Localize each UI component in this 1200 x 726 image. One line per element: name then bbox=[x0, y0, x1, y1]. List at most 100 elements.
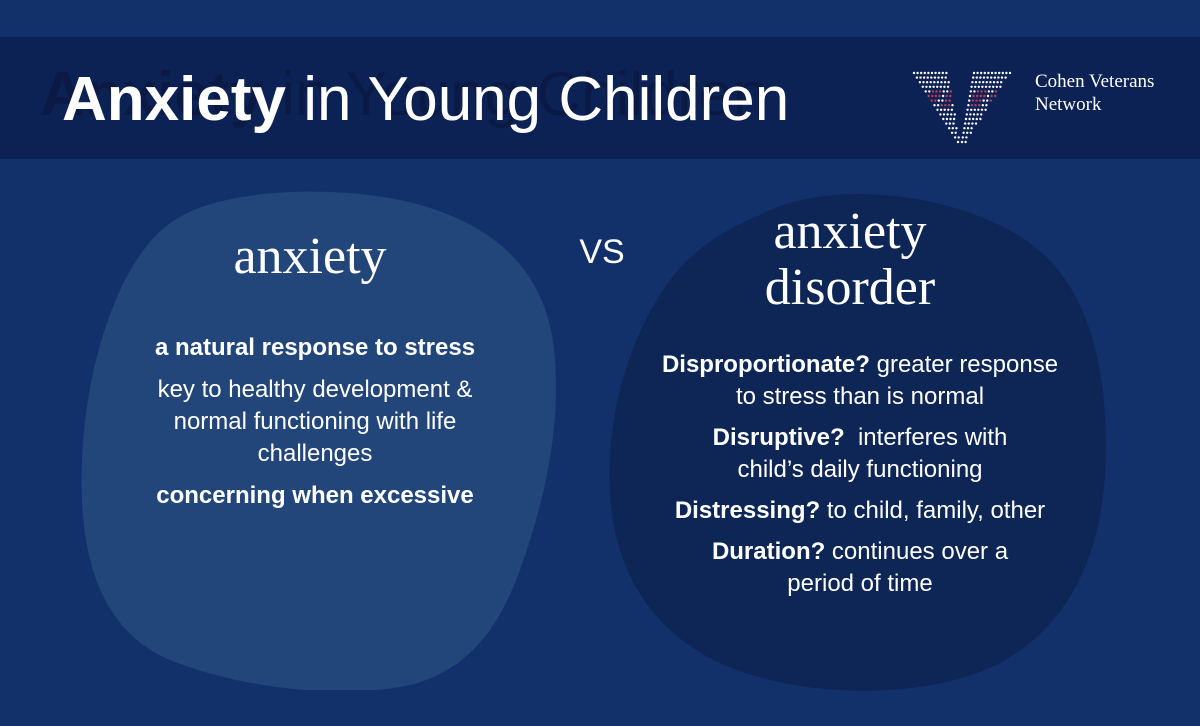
logo-dot bbox=[956, 140, 960, 144]
title-regular-part: in Young Children bbox=[285, 65, 790, 134]
logo-dot bbox=[943, 85, 946, 88]
logo-dot bbox=[999, 85, 1002, 88]
logo-dot bbox=[984, 108, 987, 111]
anxiety-disorder-heading-line-1: anxiety bbox=[773, 203, 927, 260]
logo-dot bbox=[915, 76, 919, 79]
disorder-item-text: continues over a period of time bbox=[787, 538, 1009, 597]
logo-dot bbox=[933, 76, 937, 79]
disorder-item: Disruptive? interferes with child’s dail… bbox=[620, 422, 1100, 486]
logo-dot bbox=[990, 76, 993, 79]
logo-dot bbox=[946, 113, 949, 116]
disorder-item-label: Disruptive? bbox=[712, 424, 845, 451]
logo-dot bbox=[955, 127, 958, 130]
anxiety-item: key to healthy development & normal func… bbox=[157, 376, 473, 467]
logo-dot bbox=[952, 122, 955, 125]
logo-dot bbox=[925, 81, 929, 84]
logo-dot bbox=[938, 90, 942, 93]
logo-dot bbox=[972, 71, 976, 75]
vs-label: VS bbox=[579, 233, 625, 271]
logo-dot bbox=[923, 71, 926, 75]
anxiety-disorder-heading-line-2: disorder bbox=[764, 259, 936, 316]
logo-dot bbox=[948, 127, 951, 130]
logo-dot bbox=[951, 104, 954, 107]
v-dots-logo-icon bbox=[912, 71, 1012, 144]
anxiety-disorder-blob bbox=[609, 193, 1106, 691]
logo-dot bbox=[927, 71, 930, 75]
logo-dot bbox=[951, 127, 954, 130]
logo-dot bbox=[975, 76, 978, 79]
logo-dot bbox=[941, 94, 945, 98]
logo-dot bbox=[996, 81, 999, 84]
logo-dot bbox=[978, 99, 982, 102]
logo-dot bbox=[945, 71, 948, 75]
logo-dot bbox=[986, 76, 989, 79]
logo-dot bbox=[916, 71, 919, 75]
logo-dot bbox=[964, 117, 968, 121]
logo-dot bbox=[982, 99, 985, 102]
logo-dot bbox=[922, 76, 926, 79]
logo-dot bbox=[990, 94, 993, 98]
logo-dot bbox=[997, 76, 1000, 79]
disorder-item-label: Duration? bbox=[711, 538, 826, 565]
logo-dot bbox=[933, 104, 936, 107]
logo-dot bbox=[980, 108, 984, 111]
logo-dot bbox=[967, 104, 970, 107]
logo-dot bbox=[947, 81, 950, 84]
logo-dot bbox=[961, 136, 964, 139]
logo-dot bbox=[931, 94, 934, 98]
logo-dot bbox=[974, 122, 978, 125]
logo-dot bbox=[939, 113, 942, 116]
anxiety-blob bbox=[81, 191, 556, 690]
logo-dot bbox=[949, 117, 952, 121]
logo-dot bbox=[980, 90, 983, 93]
logo-dot bbox=[966, 108, 969, 111]
logo-text: Cohen Veterans Network bbox=[1035, 70, 1154, 116]
logo-dot bbox=[949, 94, 952, 98]
logo-dot bbox=[968, 117, 971, 121]
logo-dot bbox=[950, 131, 954, 134]
logo-dot bbox=[918, 81, 922, 84]
logo-dot bbox=[989, 99, 992, 102]
logo-dot bbox=[971, 122, 974, 125]
logo-dot bbox=[972, 94, 975, 98]
logo-dot bbox=[930, 71, 934, 75]
logo-dot bbox=[921, 85, 924, 88]
logo-dot bbox=[944, 76, 947, 79]
disorder-item-label: Disproportionate? bbox=[661, 351, 870, 378]
logo-dot bbox=[978, 81, 981, 84]
logo-dot bbox=[968, 94, 972, 98]
logo-dot bbox=[922, 81, 925, 84]
anxiety-item: concerning when excessive bbox=[156, 482, 474, 509]
logo-dot bbox=[945, 122, 948, 125]
logo-dot bbox=[986, 99, 989, 102]
logo-dot bbox=[945, 117, 949, 121]
title-shadow: Anxiety in Young Children bbox=[40, 60, 768, 129]
logo-dot bbox=[987, 90, 990, 93]
disorder-item-text: interferes with child’s daily functionin… bbox=[737, 424, 1015, 483]
logo-dot bbox=[943, 108, 946, 111]
anxiety-disorder-list: Disproportionate? greater response to st… bbox=[620, 349, 1100, 609]
logo-dot bbox=[972, 113, 976, 116]
logo-dot bbox=[993, 76, 996, 79]
logo-dot bbox=[934, 71, 937, 75]
logo-dot bbox=[936, 85, 939, 88]
logo-dot bbox=[991, 90, 994, 93]
page-title: Anxiety in Young Children bbox=[62, 60, 789, 140]
disorder-item-label: Distressing? bbox=[674, 497, 821, 524]
logo-dot bbox=[953, 136, 957, 139]
logo-dot bbox=[970, 85, 973, 88]
logo-dot bbox=[964, 122, 967, 125]
anxiety-heading: anxiety bbox=[233, 228, 387, 285]
logo-dot bbox=[975, 99, 978, 102]
logo-dot bbox=[944, 104, 947, 107]
logo-dot bbox=[939, 108, 943, 111]
logo-dot bbox=[947, 108, 950, 111]
header-band bbox=[0, 37, 1200, 159]
logo-dot bbox=[984, 85, 988, 88]
logo-dot bbox=[942, 90, 945, 93]
logo-dot bbox=[1000, 81, 1003, 84]
logo-dot bbox=[980, 113, 983, 116]
disorder-item: Duration? continues over a period of tim… bbox=[620, 536, 1100, 600]
logo-dot bbox=[927, 94, 930, 98]
disorder-item: Distressing? to child, family, other bbox=[620, 495, 1100, 527]
